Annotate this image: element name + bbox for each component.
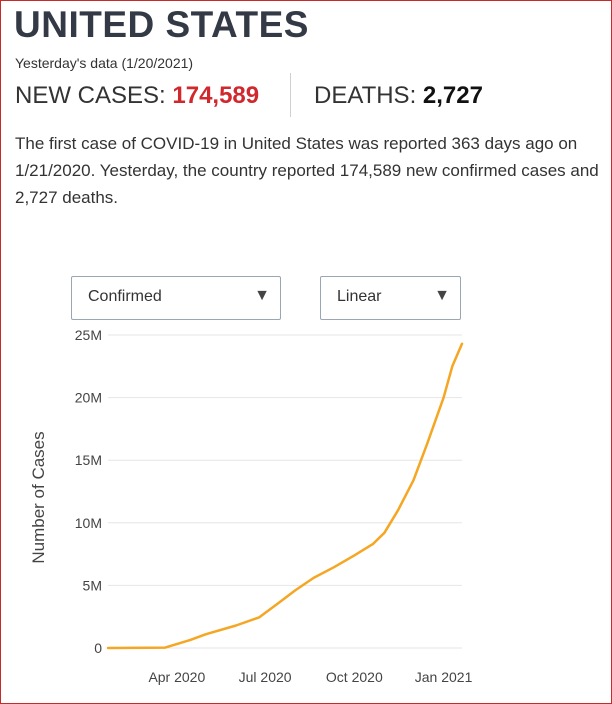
summary-text: The first case of COVID-19 in United Sta… xyxy=(15,134,599,207)
y-tick-label: 0 xyxy=(94,640,102,656)
new-cases-stat: NEW CASES: 174,589 xyxy=(15,82,259,110)
stats-divider xyxy=(290,73,291,117)
y-tick-label: 5M xyxy=(83,577,102,593)
deaths-label: DEATHS: xyxy=(314,82,417,109)
dropdown-arrow-icon: ▼ xyxy=(254,287,270,304)
page-title: UNITED STATES xyxy=(14,4,309,45)
new-cases-value: 174,589 xyxy=(172,82,260,109)
metric-select[interactable]: Confirmed ▼ xyxy=(71,276,281,320)
scale-select-value: Linear xyxy=(337,288,382,305)
x-tick-label: Oct 2020 xyxy=(326,669,383,685)
deaths-value: 2,727 xyxy=(422,82,483,109)
x-tick-label: Jul 2020 xyxy=(239,669,292,685)
x-tick-label: Apr 2020 xyxy=(148,669,205,685)
cases-series-line xyxy=(106,342,464,650)
y-tick-label: 10M xyxy=(75,515,102,531)
cases-line-chart: 0 5M 10M 15M 20M 25M Apr 2020 Jul 2020 Oct 2020 J… xyxy=(29,327,473,685)
y-axis-label: Number of Cases xyxy=(29,431,48,563)
metric-select-value: Confirmed xyxy=(88,288,162,305)
dropdown-arrow-icon: ▼ xyxy=(434,287,450,304)
y-tick-label: 20M xyxy=(75,390,102,406)
y-tick-label: 15M xyxy=(75,452,102,468)
y-tick-label: 25M xyxy=(75,327,102,343)
x-tick-label: Jan 2021 xyxy=(415,669,473,685)
data-date-subtitle: Yesterday's data (1/20/2021) xyxy=(15,55,194,71)
deaths-stat: DEATHS: 2,727 xyxy=(314,82,483,110)
scale-select[interactable]: Linear ▼ xyxy=(320,276,461,320)
new-cases-label: NEW CASES: xyxy=(15,82,166,109)
